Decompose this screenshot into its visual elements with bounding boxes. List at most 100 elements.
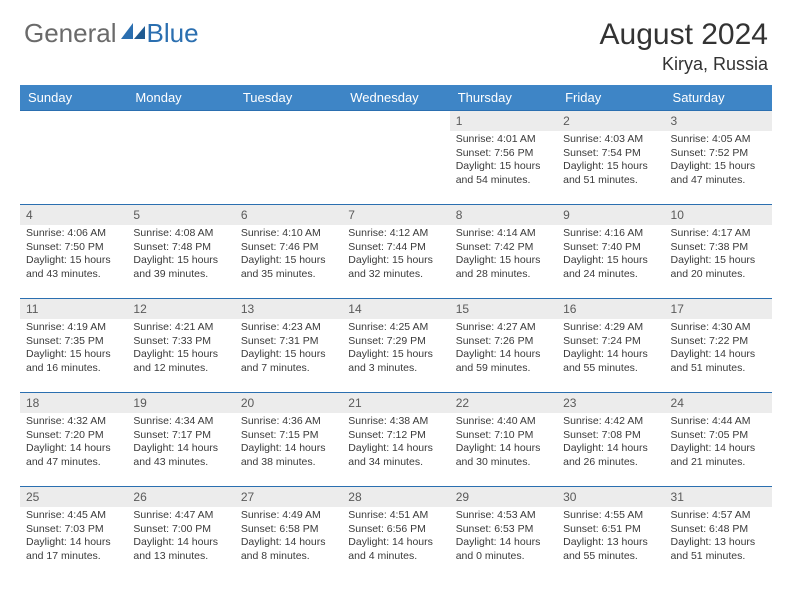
day-number: 15: [450, 299, 557, 319]
day-details: Sunrise: 4:44 AM Sunset: 7:05 PM Dayligh…: [665, 413, 772, 474]
week-row: 11Sunrise: 4:19 AM Sunset: 7:35 PM Dayli…: [20, 299, 772, 393]
day-cell: 12Sunrise: 4:21 AM Sunset: 7:33 PM Dayli…: [127, 299, 234, 393]
title-block: August 2024 Kirya, Russia: [600, 18, 768, 75]
day-cell: [127, 111, 234, 205]
day-details: Sunrise: 4:51 AM Sunset: 6:56 PM Dayligh…: [342, 507, 449, 568]
day-number: 18: [20, 393, 127, 413]
day-details: Sunrise: 4:16 AM Sunset: 7:40 PM Dayligh…: [557, 225, 664, 286]
day-header: Friday: [557, 85, 664, 111]
day-cell: 30Sunrise: 4:55 AM Sunset: 6:51 PM Dayli…: [557, 487, 664, 581]
day-cell: 13Sunrise: 4:23 AM Sunset: 7:31 PM Dayli…: [235, 299, 342, 393]
day-details: Sunrise: 4:40 AM Sunset: 7:10 PM Dayligh…: [450, 413, 557, 474]
day-number: 24: [665, 393, 772, 413]
logo-sail-icon: [119, 21, 147, 41]
day-details: Sunrise: 4:30 AM Sunset: 7:22 PM Dayligh…: [665, 319, 772, 380]
day-number: 12: [127, 299, 234, 319]
day-details: Sunrise: 4:19 AM Sunset: 7:35 PM Dayligh…: [20, 319, 127, 380]
day-cell: 23Sunrise: 4:42 AM Sunset: 7:08 PM Dayli…: [557, 393, 664, 487]
day-number: 3: [665, 111, 772, 131]
day-cell: 2Sunrise: 4:03 AM Sunset: 7:54 PM Daylig…: [557, 111, 664, 205]
day-cell: 31Sunrise: 4:57 AM Sunset: 6:48 PM Dayli…: [665, 487, 772, 581]
day-cell: 24Sunrise: 4:44 AM Sunset: 7:05 PM Dayli…: [665, 393, 772, 487]
day-cell: [20, 111, 127, 205]
day-details: Sunrise: 4:45 AM Sunset: 7:03 PM Dayligh…: [20, 507, 127, 568]
day-number: 22: [450, 393, 557, 413]
day-header: Wednesday: [342, 85, 449, 111]
day-number: 13: [235, 299, 342, 319]
day-details: Sunrise: 4:01 AM Sunset: 7:56 PM Dayligh…: [450, 131, 557, 192]
day-number: 4: [20, 205, 127, 225]
day-cell: 20Sunrise: 4:36 AM Sunset: 7:15 PM Dayli…: [235, 393, 342, 487]
day-header-row: Sunday Monday Tuesday Wednesday Thursday…: [20, 85, 772, 111]
day-cell: 28Sunrise: 4:51 AM Sunset: 6:56 PM Dayli…: [342, 487, 449, 581]
day-number: 29: [450, 487, 557, 507]
day-details: Sunrise: 4:17 AM Sunset: 7:38 PM Dayligh…: [665, 225, 772, 286]
day-number: 9: [557, 205, 664, 225]
day-header: Thursday: [450, 85, 557, 111]
day-number: 11: [20, 299, 127, 319]
day-number: 28: [342, 487, 449, 507]
day-details: Sunrise: 4:36 AM Sunset: 7:15 PM Dayligh…: [235, 413, 342, 474]
day-details: Sunrise: 4:06 AM Sunset: 7:50 PM Dayligh…: [20, 225, 127, 286]
day-details: Sunrise: 4:08 AM Sunset: 7:48 PM Dayligh…: [127, 225, 234, 286]
day-details: Sunrise: 4:53 AM Sunset: 6:53 PM Dayligh…: [450, 507, 557, 568]
day-details: Sunrise: 4:10 AM Sunset: 7:46 PM Dayligh…: [235, 225, 342, 286]
week-row: 1Sunrise: 4:01 AM Sunset: 7:56 PM Daylig…: [20, 111, 772, 205]
day-cell: 11Sunrise: 4:19 AM Sunset: 7:35 PM Dayli…: [20, 299, 127, 393]
day-number: 8: [450, 205, 557, 225]
day-number: 2: [557, 111, 664, 131]
day-cell: 16Sunrise: 4:29 AM Sunset: 7:24 PM Dayli…: [557, 299, 664, 393]
day-cell: 9Sunrise: 4:16 AM Sunset: 7:40 PM Daylig…: [557, 205, 664, 299]
header: General Blue August 2024 Kirya, Russia: [0, 0, 792, 79]
day-number: 10: [665, 205, 772, 225]
day-details: Sunrise: 4:21 AM Sunset: 7:33 PM Dayligh…: [127, 319, 234, 380]
day-cell: 8Sunrise: 4:14 AM Sunset: 7:42 PM Daylig…: [450, 205, 557, 299]
day-details: Sunrise: 4:57 AM Sunset: 6:48 PM Dayligh…: [665, 507, 772, 568]
week-row: 18Sunrise: 4:32 AM Sunset: 7:20 PM Dayli…: [20, 393, 772, 487]
day-details: Sunrise: 4:29 AM Sunset: 7:24 PM Dayligh…: [557, 319, 664, 380]
day-details: Sunrise: 4:23 AM Sunset: 7:31 PM Dayligh…: [235, 319, 342, 380]
day-number: 21: [342, 393, 449, 413]
day-number: 31: [665, 487, 772, 507]
day-cell: 7Sunrise: 4:12 AM Sunset: 7:44 PM Daylig…: [342, 205, 449, 299]
day-details: Sunrise: 4:05 AM Sunset: 7:52 PM Dayligh…: [665, 131, 772, 192]
day-header: Monday: [127, 85, 234, 111]
logo-text-blue: Blue: [147, 18, 199, 49]
week-row: 4Sunrise: 4:06 AM Sunset: 7:50 PM Daylig…: [20, 205, 772, 299]
day-cell: 21Sunrise: 4:38 AM Sunset: 7:12 PM Dayli…: [342, 393, 449, 487]
day-cell: 15Sunrise: 4:27 AM Sunset: 7:26 PM Dayli…: [450, 299, 557, 393]
day-number: 16: [557, 299, 664, 319]
day-header: Sunday: [20, 85, 127, 111]
day-header: Tuesday: [235, 85, 342, 111]
day-header: Saturday: [665, 85, 772, 111]
day-cell: 5Sunrise: 4:08 AM Sunset: 7:48 PM Daylig…: [127, 205, 234, 299]
day-details: Sunrise: 4:14 AM Sunset: 7:42 PM Dayligh…: [450, 225, 557, 286]
day-cell: [235, 111, 342, 205]
calendar-table: Sunday Monday Tuesday Wednesday Thursday…: [20, 85, 772, 581]
day-details: Sunrise: 4:27 AM Sunset: 7:26 PM Dayligh…: [450, 319, 557, 380]
day-details: Sunrise: 4:25 AM Sunset: 7:29 PM Dayligh…: [342, 319, 449, 380]
day-details: Sunrise: 4:12 AM Sunset: 7:44 PM Dayligh…: [342, 225, 449, 286]
day-cell: 3Sunrise: 4:05 AM Sunset: 7:52 PM Daylig…: [665, 111, 772, 205]
day-cell: 4Sunrise: 4:06 AM Sunset: 7:50 PM Daylig…: [20, 205, 127, 299]
day-number: 30: [557, 487, 664, 507]
day-number: 7: [342, 205, 449, 225]
day-number: 5: [127, 205, 234, 225]
day-details: Sunrise: 4:03 AM Sunset: 7:54 PM Dayligh…: [557, 131, 664, 192]
day-details: Sunrise: 4:47 AM Sunset: 7:00 PM Dayligh…: [127, 507, 234, 568]
day-cell: 6Sunrise: 4:10 AM Sunset: 7:46 PM Daylig…: [235, 205, 342, 299]
day-cell: 14Sunrise: 4:25 AM Sunset: 7:29 PM Dayli…: [342, 299, 449, 393]
calendar-body: 1Sunrise: 4:01 AM Sunset: 7:56 PM Daylig…: [20, 111, 772, 581]
day-details: Sunrise: 4:32 AM Sunset: 7:20 PM Dayligh…: [20, 413, 127, 474]
day-cell: 22Sunrise: 4:40 AM Sunset: 7:10 PM Dayli…: [450, 393, 557, 487]
day-number: 27: [235, 487, 342, 507]
day-details: Sunrise: 4:38 AM Sunset: 7:12 PM Dayligh…: [342, 413, 449, 474]
day-details: Sunrise: 4:55 AM Sunset: 6:51 PM Dayligh…: [557, 507, 664, 568]
day-number: 6: [235, 205, 342, 225]
day-cell: 29Sunrise: 4:53 AM Sunset: 6:53 PM Dayli…: [450, 487, 557, 581]
day-cell: 18Sunrise: 4:32 AM Sunset: 7:20 PM Dayli…: [20, 393, 127, 487]
day-number: 1: [450, 111, 557, 131]
day-number: 14: [342, 299, 449, 319]
month-title: August 2024: [600, 18, 768, 52]
day-cell: 26Sunrise: 4:47 AM Sunset: 7:00 PM Dayli…: [127, 487, 234, 581]
